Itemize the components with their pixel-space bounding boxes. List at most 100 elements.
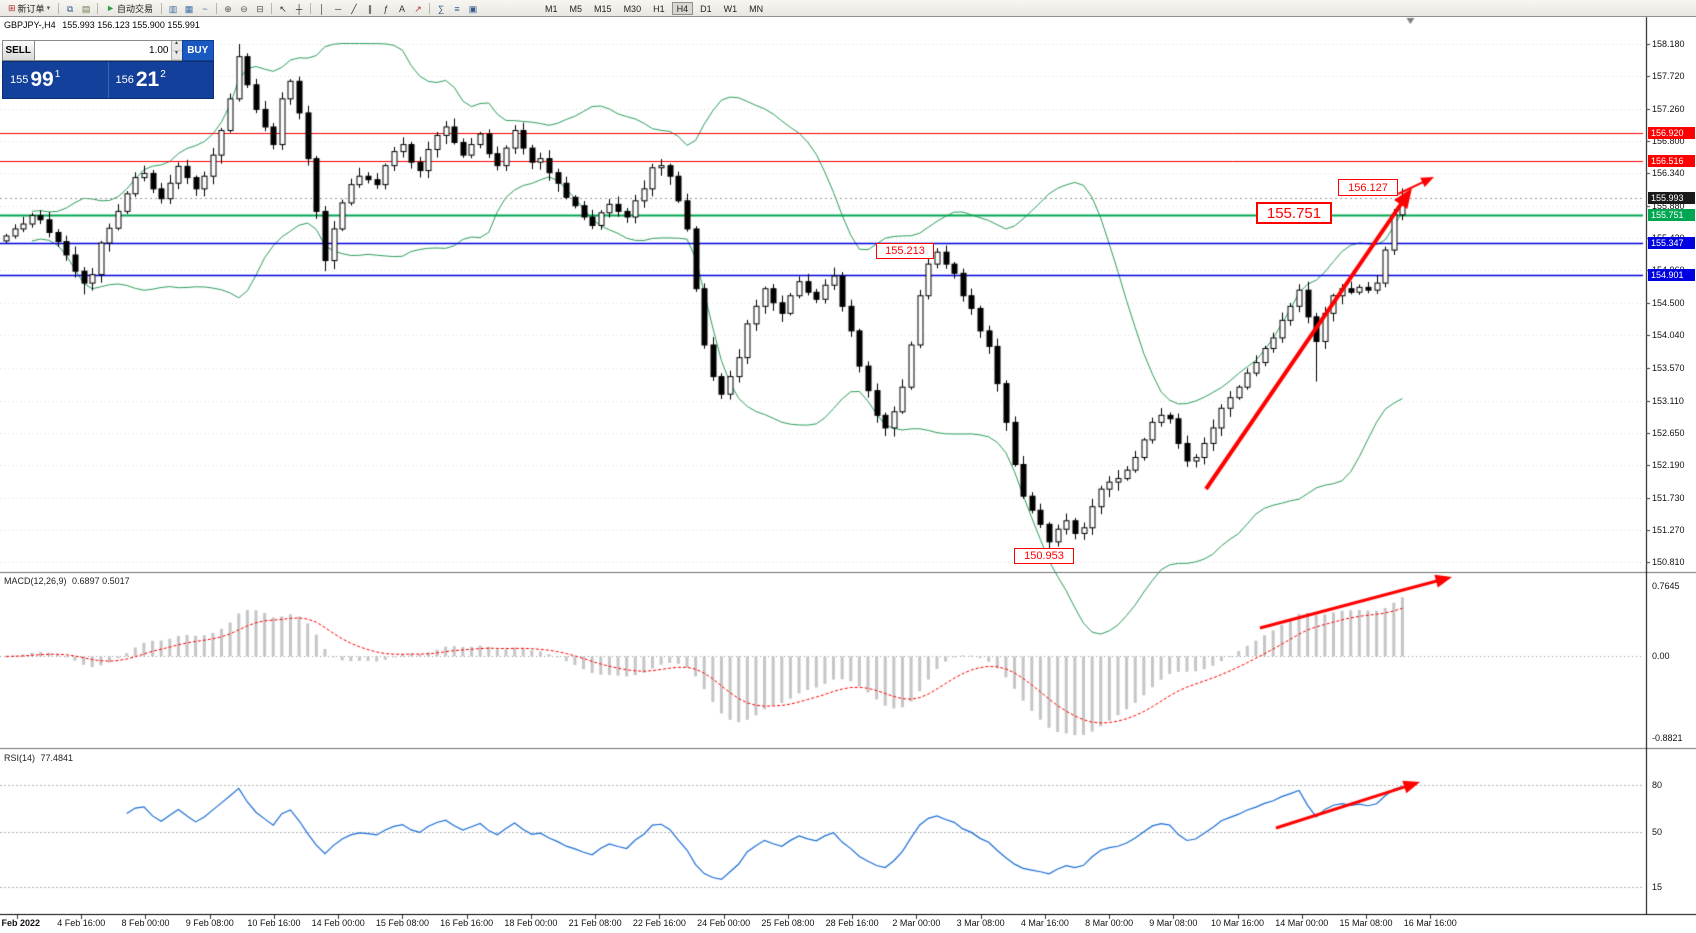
- ask-pips: 21: [135, 68, 160, 91]
- price-marker-box: 156.516: [1648, 155, 1695, 168]
- time-axis[interactable]: 3 Feb 2022 4 Feb 16:00 8 Feb 00:00 9 Feb 08…: [0, 915, 1696, 933]
- tile-windows-icon[interactable]: ⊟: [256, 3, 264, 14]
- timeframe-button-d1[interactable]: D1: [700, 3, 712, 14]
- timeframe-button-m1[interactable]: M1: [545, 3, 558, 14]
- volume-up-button[interactable]: ▲: [171, 41, 182, 51]
- time-axis-label: 28 Feb 16:00: [825, 918, 879, 928]
- time-axis-label: 15 Feb 08:00: [375, 918, 429, 928]
- auto-trading-button[interactable]: ► 自动交易: [102, 2, 157, 15]
- price-scale-label: 155.880: [1652, 200, 1685, 211]
- crosshair-icon[interactable]: ┼: [295, 3, 303, 14]
- timeframe-button-m15[interactable]: M15: [594, 3, 612, 14]
- channel-icon[interactable]: ∥: [367, 3, 373, 14]
- time-axis-label: 14 Feb 00:00: [311, 918, 365, 928]
- pane-divider-macd[interactable]: [0, 570, 1696, 575]
- time-axis-label: 25 Feb 08:00: [761, 918, 815, 928]
- timeframe-button-mn[interactable]: MN: [749, 3, 764, 14]
- timeframe-button-w1[interactable]: W1: [723, 3, 738, 14]
- new-order-button[interactable]: ⊞ 新订单 ▾: [4, 2, 54, 15]
- annotation-price-label[interactable]: 155.213: [876, 243, 934, 259]
- toolbar-separator: [161, 2, 163, 14]
- chevron-down-icon: ▾: [46, 5, 51, 12]
- volume-spinner[interactable]: ▲ ▼: [170, 41, 182, 60]
- line-chart-icon[interactable]: ~: [202, 3, 208, 14]
- zoom-out-icon[interactable]: ⊖: [240, 3, 248, 14]
- time-axis-label: 4 Mar 16:00: [1020, 918, 1069, 928]
- new-chart-window-icon[interactable]: ⧉: [66, 3, 74, 14]
- price-scale-label: 151.730: [1652, 492, 1685, 503]
- symbol-period-label: GBPJPY-,H4: [4, 20, 56, 30]
- timeframe-button-m30[interactable]: M30: [623, 3, 642, 14]
- volume-field[interactable]: ▲ ▼: [34, 40, 182, 61]
- buy-button[interactable]: BUY: [181, 40, 214, 61]
- fibonacci-icon[interactable]: ƒ: [383, 3, 389, 14]
- toolbar-separator: [216, 2, 218, 14]
- arrows-icon[interactable]: ↗: [414, 3, 422, 14]
- price-scale[interactable]: 158.180 157.720 157.260 156.800 156.340 155.8…: [1647, 16, 1696, 915]
- auto-trading-button-label: 自动交易: [117, 3, 154, 14]
- time-axis-label: 9 Feb 08:00: [185, 918, 234, 928]
- sell-button[interactable]: SELL: [2, 40, 35, 61]
- annotation-price-label[interactable]: 150.953: [1014, 548, 1074, 564]
- indicators-icon[interactable]: ∑: [437, 3, 445, 14]
- time-axis-label: 24 Feb 00:00: [697, 918, 751, 928]
- price-scale-label: 154.040: [1652, 330, 1685, 341]
- toolbar-separator: [310, 2, 312, 14]
- bar-chart-icon[interactable]: ▥: [168, 3, 178, 14]
- zoom-in-icon[interactable]: ⊕: [224, 3, 232, 14]
- ask-display[interactable]: 156 21 2: [107, 62, 214, 98]
- annotation-price-label[interactable]: 155.751: [1256, 202, 1332, 224]
- toolbar-separator: [58, 2, 60, 14]
- time-axis-label: 18 Feb 00:00: [504, 918, 558, 928]
- periods-icon[interactable]: ≡: [454, 3, 460, 14]
- time-axis-label: 2 Mar 00:00: [892, 918, 941, 928]
- ask-prefix: 156: [115, 74, 134, 86]
- candlestick-chart-icon[interactable]: ▦: [184, 3, 194, 14]
- auto-trading-icon: ►: [106, 3, 115, 13]
- price-scale-label: 152.190: [1652, 460, 1685, 471]
- price-marker-box: 155.347: [1648, 237, 1695, 250]
- bid-prefix: 155: [10, 74, 29, 86]
- horizontal-line-icon[interactable]: ─: [334, 3, 342, 14]
- trade-panel: SELL ▲ ▼ BUY 155 99 1 156 21 2: [2, 40, 214, 99]
- price-marker-box: 155.993: [1648, 191, 1695, 204]
- rsi-scale-label: 80: [1652, 780, 1663, 791]
- macd-indicator-label: MACD(12,26,9) 0.6897 0.5017: [4, 576, 130, 586]
- new-order-button-label: 新订单: [17, 3, 45, 14]
- trendline-icon[interactable]: ╱: [351, 3, 357, 14]
- macd-scale-label: 0.7645: [1652, 580, 1680, 591]
- toolbar-separator: [429, 2, 431, 14]
- rsi-value: 77.4841: [40, 753, 74, 763]
- volume-input[interactable]: [34, 41, 171, 60]
- cursor-icon[interactable]: ↖: [279, 3, 287, 14]
- timeframe-button-m5[interactable]: M5: [569, 3, 583, 14]
- volume-down-button[interactable]: ▼: [171, 50, 182, 60]
- bid-display[interactable]: 155 99 1: [3, 62, 108, 98]
- toolbar-separator: [97, 2, 99, 14]
- vertical-line-icon[interactable]: │: [319, 3, 325, 14]
- price-scale-label: 153.570: [1652, 363, 1685, 374]
- price-scale-label: 158.180: [1652, 39, 1685, 50]
- time-axis-label: 14 Mar 00:00: [1275, 918, 1329, 928]
- annotation-price-label[interactable]: 156.127: [1338, 179, 1398, 196]
- time-axis-label: 10 Feb 16:00: [247, 918, 301, 928]
- pane-divider-rsi[interactable]: [0, 746, 1696, 751]
- price-marker-box: 156.920: [1648, 126, 1695, 139]
- templates-icon[interactable]: ▣: [468, 3, 478, 14]
- text-icon[interactable]: A: [399, 3, 406, 14]
- time-axis-label: 21 Feb 08:00: [568, 918, 622, 928]
- profiles-icon[interactable]: ▤: [81, 3, 91, 14]
- timeframe-button-h1[interactable]: H1: [653, 3, 665, 14]
- time-axis-label: 8 Feb 00:00: [121, 918, 170, 928]
- bid-pips: 99: [30, 68, 54, 91]
- ask-pipette: 2: [160, 69, 166, 80]
- trade-panel-prices: 155 99 1 156 21 2: [2, 61, 214, 99]
- time-axis-label: 10 Mar 16:00: [1211, 918, 1265, 928]
- bid-pipette: 1: [54, 69, 61, 80]
- macd-scale-label: 0.00: [1652, 651, 1670, 662]
- price-scale-label: 152.650: [1652, 427, 1685, 438]
- macd-scale-label: -0.8821: [1652, 732, 1683, 743]
- timeframe-button-h4[interactable]: H4: [671, 1, 694, 15]
- rsi-scale-label: 15: [1652, 881, 1663, 892]
